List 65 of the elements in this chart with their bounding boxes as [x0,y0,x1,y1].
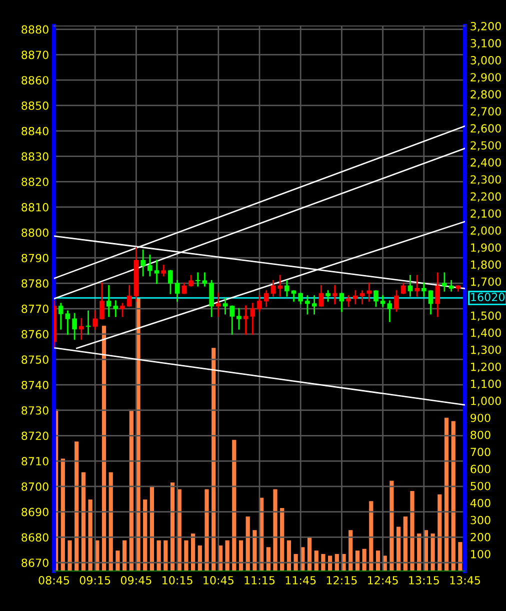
y-tick-label: 8700 [22,482,48,491]
y-tick-label: 8860 [22,76,48,84]
y2-tick-label: 700 [470,448,490,456]
y-tick-label: 8680 [22,533,48,542]
y-tick-label: 8870 [22,50,48,60]
x-tick-label: 10:15 [162,576,192,584]
y2-tick-label: 2,800 [470,90,501,100]
y-tick-label: 8800 [22,228,48,237]
y2-tick-label: 3,100 [470,39,501,49]
y-tick-label: 8750 [22,355,48,364]
y2-tick-label: 3,200 [470,22,501,32]
x-tick-label: 12:15 [326,576,357,584]
y2-tick-label: 2,700 [470,107,501,117]
y2-tick-label: 300 [470,516,490,524]
y2-tick-label: 2,100 [470,209,501,219]
y-tick-label: 8710 [22,457,48,466]
y2-tick-label: 2,600 [470,124,501,134]
y-tick-label: 8780 [22,279,48,288]
x-tick-label: 08:45 [38,576,70,584]
y-tick-label: 8850 [22,101,48,110]
x-tick-label: 11:15 [244,576,275,584]
y2-tick-label: 1,500 [471,312,501,322]
y-tick-label: 8760 [22,330,48,338]
y2-tick-label: 800 [470,430,490,440]
y2-tick-label: 600 [470,464,490,474]
x-tick-label: 09:15 [80,576,110,584]
y-tick-label: 8740 [22,380,48,390]
y2-tick-label: 500 [470,482,490,490]
y2-tick-label: 2,000 [470,226,501,236]
y2-tick-label: 1,100 [471,380,501,390]
y2-tick-label: 2,500 [470,141,501,151]
y2-tick-label: 100 [471,550,490,558]
y2-tick-label: 2,400 [470,158,501,168]
y2-tick-label: 1,900 [471,243,501,253]
y-tick-label: 8810 [22,203,48,212]
y-tick-label: 8670 [22,558,48,567]
y2-tick-label: 400 [470,498,490,508]
y-tick-label: 8790 [22,254,48,262]
y-tick-label: 8690 [22,508,48,516]
y2-tick-label: 3,000 [470,56,501,66]
y-tick-label: 8770 [22,304,48,314]
y2-tick-label: 900 [470,414,490,422]
x-tick-label: 10:45 [204,576,234,584]
y2-tick-label: 1,000 [471,396,501,406]
y-tick-label: 8820 [22,178,48,186]
y2-tick-label: 1,300 [471,346,501,356]
y2-tick-label: 2,200 [470,192,501,202]
y-tick-label: 8880 [22,25,48,34]
y-tick-label: 8840 [22,126,48,136]
y-tick-label: 8830 [22,152,48,161]
y2-tick-label: 200 [470,532,490,542]
x-tick-label: 13:45 [450,576,480,584]
x-tick-label: 11:45 [286,576,316,584]
y2-tick-label: 1,700 [471,277,501,287]
y2-tick-label: 1,400 [471,328,501,338]
y2-tick-label: 2,900 [470,73,501,83]
y2-tick-label: 1,800 [471,260,501,270]
x-tick-label: 13:15 [409,576,439,584]
x-tick-label: 12:45 [368,576,398,584]
y2-tick-label: 2,300 [470,175,501,185]
y-tick-label: 8720 [22,432,48,440]
y-tick-label: 8730 [22,406,48,415]
text: 16020 [471,292,505,302]
x-tick-label: 09:45 [120,576,152,584]
y2-tick-label: 1,200 [471,362,501,372]
